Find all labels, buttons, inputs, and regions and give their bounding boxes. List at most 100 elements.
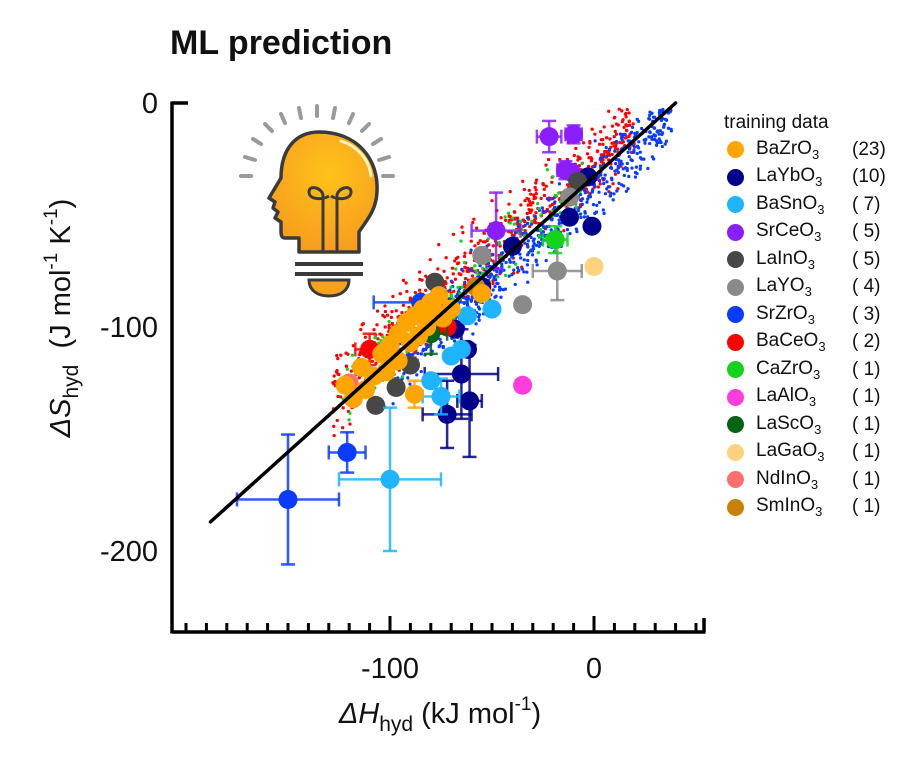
data-marker	[502, 236, 522, 256]
prediction-dot	[520, 267, 524, 271]
prediction-dot	[542, 187, 546, 191]
prediction-dot	[445, 276, 449, 280]
prediction-dot	[547, 198, 551, 202]
prediction-dot	[532, 242, 536, 246]
data-marker	[421, 371, 441, 391]
prediction-dot	[597, 200, 602, 205]
prediction-dot	[596, 175, 600, 179]
data-marker	[564, 124, 584, 144]
prediction-dot	[426, 343, 430, 347]
prediction-dot	[643, 141, 647, 145]
prediction-dot	[664, 139, 669, 143]
data-marker	[380, 469, 400, 489]
prediction-dot	[585, 200, 589, 204]
prediction-dot	[512, 268, 516, 272]
prediction-dot	[428, 258, 432, 262]
prediction-dot	[536, 202, 540, 206]
prediction-dot	[516, 219, 520, 223]
prediction-dot	[580, 202, 584, 206]
prediction-dot	[525, 216, 530, 220]
prediction-dot	[522, 219, 527, 224]
prediction-dot	[390, 310, 394, 314]
prediction-dot	[654, 143, 659, 147]
prediction-dot	[635, 171, 639, 176]
prediction-dot	[602, 177, 606, 181]
prediction-dot	[657, 132, 661, 136]
prediction-dot	[456, 285, 460, 289]
y-tick-label: -100	[100, 312, 158, 344]
prediction-dot	[612, 135, 616, 139]
prediction-dot	[616, 164, 620, 169]
prediction-dot	[359, 328, 363, 332]
prediction-dot	[542, 210, 546, 214]
prediction-dot	[534, 258, 538, 262]
x-tick-label: 0	[586, 653, 602, 685]
prediction-dot	[627, 111, 631, 115]
prediction-dot	[647, 117, 652, 121]
prediction-dot	[586, 197, 590, 201]
prediction-dot	[541, 182, 545, 186]
prediction-dot	[656, 129, 660, 133]
prediction-dot	[462, 254, 467, 259]
prediction-dot	[568, 232, 572, 236]
prediction-dot	[565, 183, 570, 187]
prediction-dot	[593, 139, 597, 143]
legend-count: ( 4)	[852, 276, 881, 298]
prediction-dot	[587, 156, 591, 160]
data-point-srzro3	[235, 433, 341, 566]
prediction-dot	[625, 135, 629, 139]
legend-marker-icon	[727, 223, 744, 241]
prediction-dot	[612, 116, 616, 120]
prediction-dot	[612, 192, 616, 196]
fit-line	[208, 101, 678, 524]
prediction-dot	[373, 336, 377, 340]
prediction-dot	[474, 322, 478, 326]
data-point-basno3	[482, 299, 502, 319]
prediction-dot	[630, 158, 634, 163]
prediction-dot	[525, 270, 529, 274]
prediction-dot	[625, 161, 629, 166]
prediction-dot	[595, 203, 599, 207]
data-point-laybo3	[582, 216, 602, 236]
prediction-dot	[390, 321, 394, 326]
prediction-dot	[453, 277, 457, 281]
prediction-dot	[611, 198, 615, 202]
prediction-dot	[580, 161, 584, 166]
prediction-dot	[648, 130, 652, 134]
data-point-bazro3	[429, 286, 449, 306]
prediction-dot	[336, 372, 340, 376]
prediction-dot	[575, 230, 579, 234]
prediction-dot	[527, 207, 531, 212]
prediction-dot	[449, 293, 453, 297]
data-marker	[337, 442, 357, 462]
prediction-dot	[618, 162, 622, 166]
legend-marker-icon	[727, 443, 744, 461]
prediction-dot	[424, 347, 428, 352]
prediction-dot	[630, 125, 635, 129]
prediction-dot	[533, 185, 537, 190]
prediction-dot	[481, 240, 485, 244]
prediction-dot	[600, 160, 604, 164]
prediction-dot	[487, 264, 492, 268]
prediction-dot	[442, 269, 446, 273]
prediction-dot	[609, 191, 613, 195]
prediction-dot	[576, 208, 581, 213]
legend-count: (10)	[852, 166, 886, 188]
prediction-dot	[602, 211, 606, 216]
prediction-dot	[454, 256, 458, 261]
legend-marker-icon	[727, 141, 744, 159]
data-marker	[460, 391, 480, 411]
prediction-dot	[572, 153, 576, 158]
prediction-dot	[596, 185, 600, 189]
prediction-dot	[534, 178, 539, 182]
prediction-dot	[620, 141, 624, 145]
prediction-dot	[504, 260, 508, 265]
prediction-dot	[638, 150, 642, 154]
prediction-dot	[491, 288, 495, 292]
prediction-dot	[659, 140, 663, 145]
prediction-dot	[534, 181, 538, 185]
prediction-dot	[553, 200, 557, 204]
prediction-dot	[375, 323, 379, 327]
prediction-dot	[499, 287, 503, 291]
prediction-dot	[526, 239, 530, 243]
